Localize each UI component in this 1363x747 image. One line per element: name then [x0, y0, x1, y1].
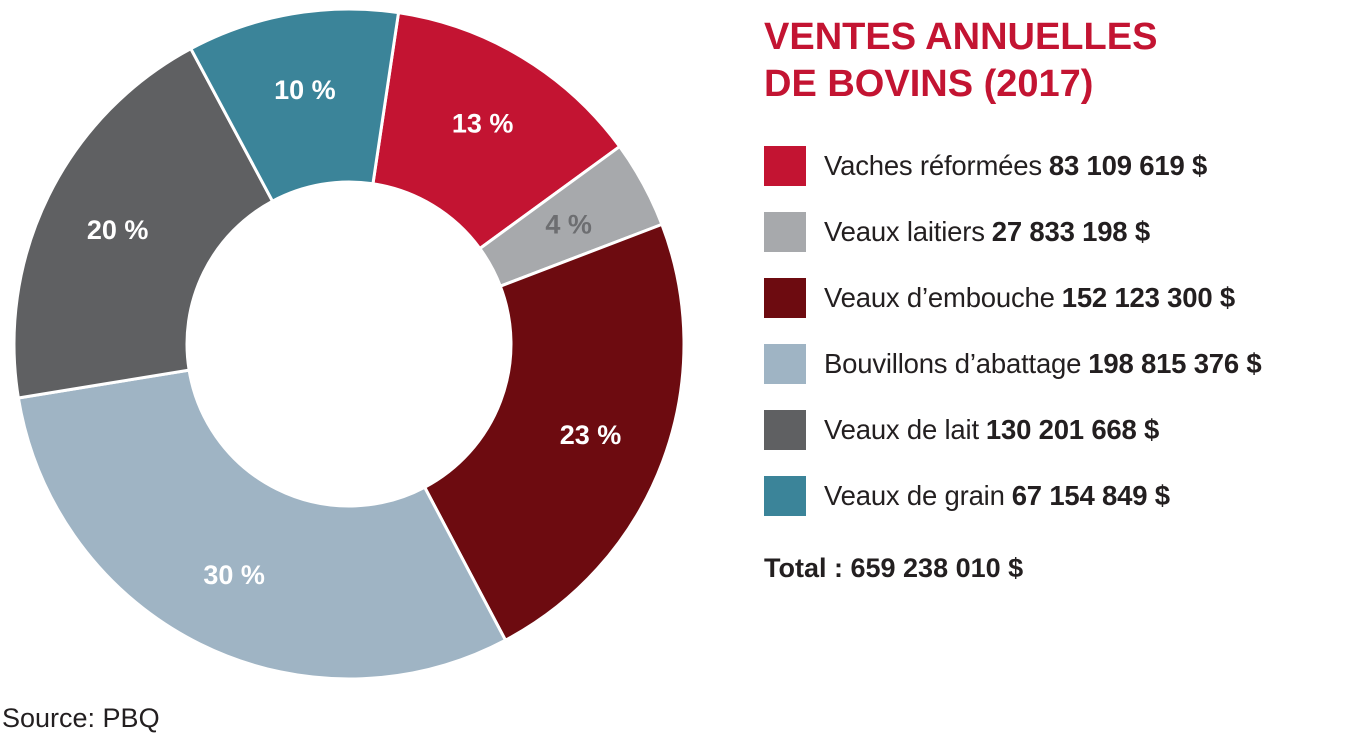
- chart-title-line-2: DE BOVINS (2017): [764, 63, 1094, 105]
- source-label: Source: PBQ: [2, 703, 160, 733]
- legend-label: Bouvillons d’abattage: [824, 348, 1082, 379]
- chart-title-line-1: VENTES ANNUELLES: [764, 16, 1158, 58]
- donut-slice-vaches-reformees: [371, 10, 622, 251]
- legend-swatch: [764, 212, 806, 252]
- legend-label: Vaches réformées: [824, 150, 1042, 181]
- legend-item-veaux-de-lait: Veaux de lait 130 201 668 $: [764, 410, 1159, 450]
- legend-value: 83 109 619 $: [1048, 150, 1208, 181]
- legend-swatch: [764, 278, 806, 318]
- legend-value: 27 833 198 $: [991, 216, 1150, 247]
- legend-value: 130 201 668 $: [985, 414, 1160, 445]
- legend-item-veaux-de-grain: Veaux de grain 67 154 849 $: [764, 476, 1170, 516]
- donut-slice-veaux-de-lait: [12, 46, 275, 400]
- legend-item-bouvillons-abattage: Bouvillons d’abattage 198 815 376 $: [764, 344, 1262, 384]
- legend-value: 152 123 300 $: [1061, 282, 1235, 313]
- legend-value: 198 815 376 $: [1088, 348, 1262, 379]
- legend-text: Veaux de lait 130 201 668 $: [824, 414, 1159, 446]
- legend-swatch: [764, 410, 806, 450]
- slice-percent-label: 20 %: [87, 215, 149, 245]
- legend-text: Veaux laitiers 27 833 198 $: [824, 216, 1150, 248]
- legend-swatch: [764, 146, 806, 186]
- legend-label: Veaux de grain: [824, 480, 1005, 511]
- legend-text: Bouvillons d’abattage 198 815 376 $: [824, 348, 1262, 380]
- legend-text: Vaches réformées 83 109 619 $: [824, 150, 1207, 182]
- slice-percent-label: 13 %: [452, 108, 514, 138]
- legend-label: Veaux de lait: [824, 414, 979, 445]
- total-label: Total : 659 238 010 $: [764, 553, 1024, 583]
- legend-text: Veaux d’embouche 152 123 300 $: [824, 282, 1235, 314]
- chart-title: VENTES ANNUELLES DE BOVINS (2017): [764, 14, 1324, 108]
- legend-text: Veaux de grain 67 154 849 $: [824, 480, 1170, 512]
- legend-item-veaux-embouche: Veaux d’embouche 152 123 300 $: [764, 278, 1235, 318]
- slice-percent-label: 10 %: [274, 75, 336, 105]
- donut-slice-veaux-de-grain: [188, 7, 401, 204]
- donut-slice-bouvillons-d-abattage: [16, 368, 508, 681]
- donut-slice-veaux-d-embouche: [422, 222, 686, 643]
- legend-swatch: [764, 476, 806, 516]
- legend-item-vaches-reformees: Vaches réformées 83 109 619 $: [764, 146, 1207, 186]
- legend-value: 67 154 849 $: [1011, 480, 1170, 511]
- legend-item-veaux-laitiers: Veaux laitiers 27 833 198 $: [764, 212, 1150, 252]
- slice-percent-label: 23 %: [560, 420, 622, 450]
- slice-percent-label: 4 %: [545, 210, 592, 240]
- donut-chart: 13 % 4 % 23 % 30 % 20 % 10 %: [12, 7, 686, 681]
- slice-percent-label: 30 %: [203, 560, 265, 590]
- legend-label: Veaux d’embouche: [824, 282, 1055, 313]
- legend-swatch: [764, 344, 806, 384]
- legend-label: Veaux laitiers: [824, 216, 985, 247]
